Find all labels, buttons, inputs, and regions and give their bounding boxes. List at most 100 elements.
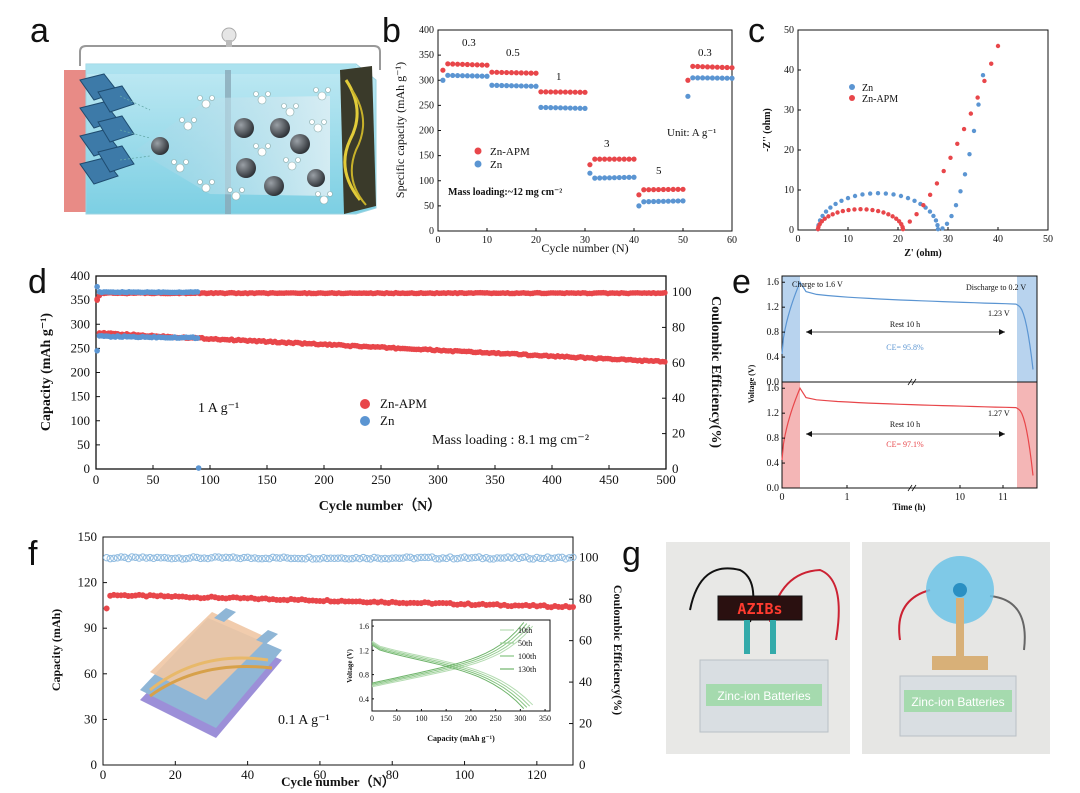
y-tick-label: 0 [84,461,91,476]
data-point-zn-apm [934,181,940,186]
data-point-zn [577,105,583,111]
x-tick-label: 0 [436,235,441,246]
x-tick-label: 500 [656,472,676,487]
charge-band-top [782,276,800,382]
battery-label-right: Zinc-ion Batteries [911,695,1004,709]
data-point-zn [860,192,865,197]
data-point-zn-apm [621,156,627,162]
y-tick-label: 0.0 [767,377,780,388]
chart-b-mass-note: Mass loading:~12 mg cm⁻² [448,187,562,198]
data-point-ce [323,554,331,563]
y-tick-label: 350 [419,50,434,61]
y-tick-label: 400 [71,268,91,283]
data-point-zn-apm [631,156,637,162]
data-point-zn-apm [587,162,593,168]
rate-performance-chart: 0 10 20 30 40 50 60 0 50 100 150 200 250 300 350 400 C… [393,25,737,255]
data-point-ce [214,553,223,561]
data-point-zn-apm [695,63,701,70]
data-point-ce [345,555,353,563]
panel-label-f: f [28,535,38,573]
data-point-zn-ce [194,289,201,295]
data-point-ce [547,554,556,563]
data-point-zn-apm [557,89,564,95]
data-point-zn [940,226,945,231]
data-point-zn-apm [474,62,480,68]
data-point-ce [507,554,516,562]
data-point-zn [641,199,647,205]
legend-marker-zn-apm [849,95,855,101]
y-tick-label: 100 [71,413,91,428]
data-point-ce [431,554,440,563]
y-tick-label: 150 [419,151,434,162]
data-point-zn-apm [982,78,987,84]
data-point-ce [435,555,443,563]
data-point-ce [515,554,523,563]
data-point-ce [319,554,328,562]
y-tick-label: 20 [784,145,794,156]
data-point-ce [305,553,313,561]
data-point-zn [562,105,569,111]
data-point-ce [298,554,306,563]
data-point-zn-apm [538,89,544,95]
data-point-ce [276,554,284,562]
data-point-zn [479,73,485,79]
x-tick-label: 10 [482,235,492,246]
data-point-zn-apm [655,186,662,193]
chart-b-rate-label-2: 0.5 [506,47,520,59]
data-point-ce [406,553,415,561]
chart-f-ylabel: Capacity (mAh) [49,609,63,691]
data-point-zn-apm [675,186,681,192]
chart-e-ce-bottom: CE= 97.1% [886,440,924,449]
chart-f-inset: 0 50 100 150 200 250 300 350 0.4 0.8 1.2 1.6 Capac… [343,612,557,743]
y-tick-label: 50 [424,201,434,212]
x-tick-label: 0 [100,767,107,782]
y-tick-label: 250 [419,100,434,111]
x-tick-label: 50 [1043,234,1053,245]
data-point-zn-apm [636,192,642,198]
data-point-zn-apm [450,61,456,67]
legend-marker-zn-apm [360,399,370,409]
data-point-zn [543,104,549,111]
data-point-zn-capacity [94,347,100,354]
y2-tick-label: 40 [579,674,592,689]
y-tick-label: 0 [789,225,794,236]
legend-label-zn: Zn [380,413,395,428]
data-point-ce [536,554,545,563]
data-point-zn-apm [543,89,549,95]
y-tick-label: 1.6 [767,383,780,394]
x-tick-label: 60 [313,767,326,782]
data-point-zn [823,209,829,214]
data-point-ce [164,554,172,562]
y2-tick-label: 60 [672,355,685,370]
data-point-zn [695,75,701,81]
chart-d-y2label: Coulombic Efficiency(%) [708,296,723,448]
inset-discharge-curve-10th [371,640,534,706]
data-point-zn-apm [894,216,899,221]
data-point-ce [348,554,357,563]
inset-y-tick-label: 1.6 [359,622,369,631]
y-tick-label: 30 [784,105,794,116]
data-point-ce [225,554,234,562]
data-point-ce [110,554,118,562]
inset-y-tick-label: 0.4 [359,695,369,704]
chart-b-unit-note: Unit: A g⁻¹ [667,127,716,139]
data-point-zn-apm [989,61,994,66]
data-point-zn-apm [459,61,466,67]
data-point-ce [482,553,490,562]
data-point-ce [363,554,371,563]
data-point-ce [330,554,339,562]
data-point-zn [651,198,657,205]
y-tick-label: 120 [78,575,98,590]
chart-c-frame [797,29,1049,231]
data-point-zn [523,83,529,89]
chart-b-rate-label-5: 5 [656,165,662,177]
data-point-ce [233,554,241,562]
y-tick-label: 100 [419,176,434,187]
panel-label-g: g [622,535,641,573]
data-point-ce [374,554,382,562]
inset-discharge-curve-50th [371,641,531,707]
inset-x-tick-label: 0 [370,714,374,723]
data-point-ce [562,555,570,563]
data-point-zn-apm [709,64,716,70]
